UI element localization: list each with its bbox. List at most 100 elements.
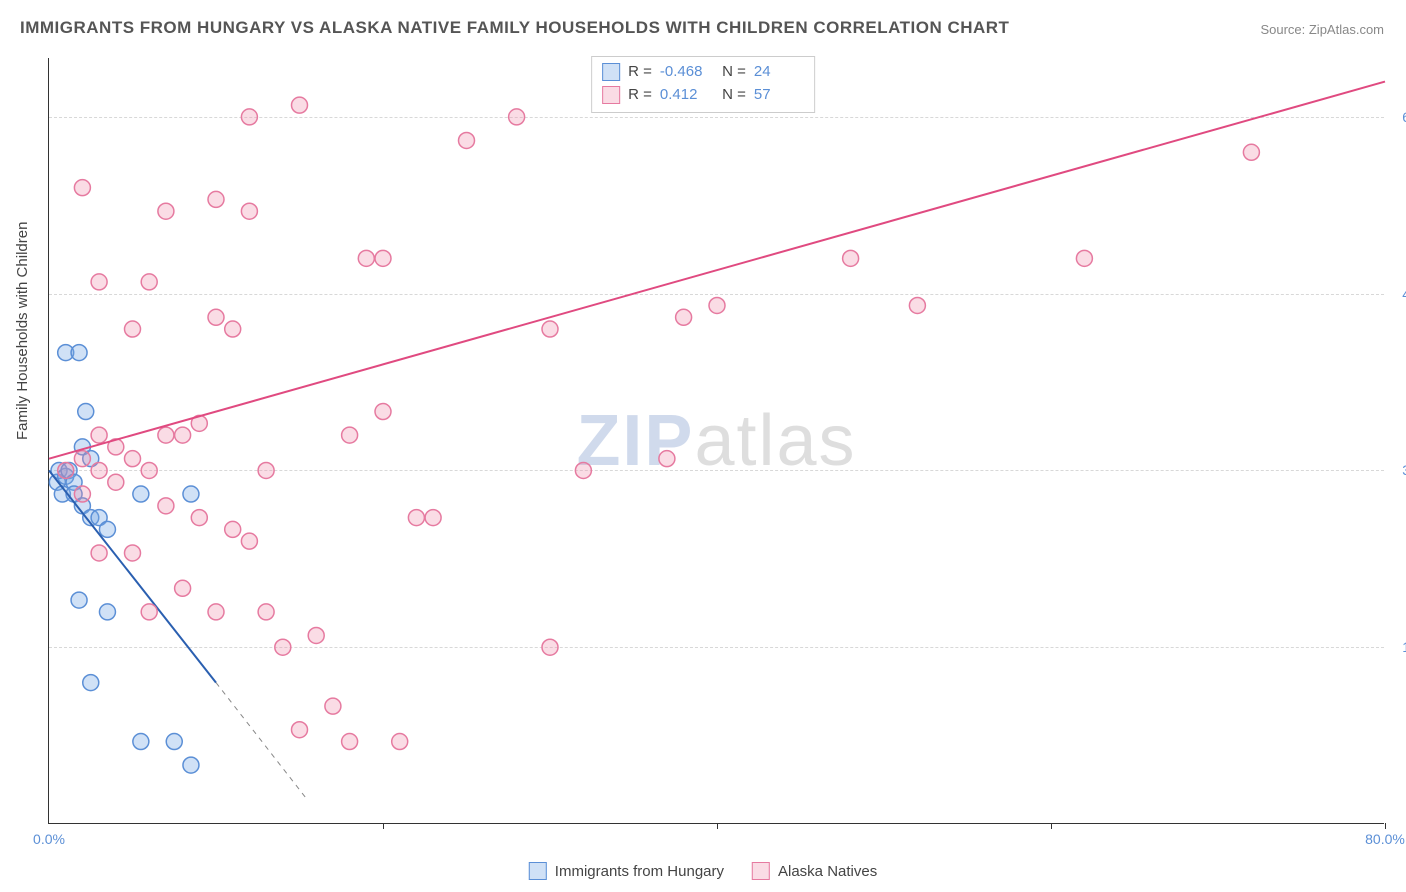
scatter-point (91, 545, 107, 561)
scatter-point (91, 274, 107, 290)
stat-n-label: N = (718, 61, 746, 84)
scatter-point (74, 451, 90, 467)
scatter-point (99, 604, 115, 620)
scatter-point (709, 297, 725, 313)
scatter-point (843, 250, 859, 266)
scatter-point (542, 321, 558, 337)
scatter-point (141, 462, 157, 478)
x-tick (1051, 823, 1052, 829)
scatter-point (292, 97, 308, 113)
x-tick-label: 80.0% (1365, 831, 1405, 847)
x-tick-label: 0.0% (33, 831, 65, 847)
legend-bottom: Immigrants from Hungary Alaska Natives (529, 862, 877, 880)
legend-swatch (752, 862, 770, 880)
scatter-point (208, 309, 224, 325)
scatter-point (258, 462, 274, 478)
scatter-point (676, 309, 692, 325)
scatter-point (83, 675, 99, 691)
stat-n-label: N = (718, 84, 746, 107)
plot-area: ZIPatlas 15.0%30.0%45.0%60.0%0.0%80.0% (48, 58, 1384, 824)
legend-bottom-item: Immigrants from Hungary (529, 862, 724, 880)
scatter-point (425, 510, 441, 526)
scatter-point (158, 498, 174, 514)
scatter-point (375, 250, 391, 266)
scatter-point (74, 486, 90, 502)
scatter-point (141, 604, 157, 620)
y-tick-label: 60.0% (1402, 109, 1406, 125)
scatter-point (78, 404, 94, 420)
scatter-point (459, 132, 475, 148)
stat-r-value: -0.468 (660, 61, 710, 84)
legend-swatch (602, 63, 620, 81)
scatter-point (1243, 144, 1259, 160)
scatter-point (342, 734, 358, 750)
stat-r-label: R = (628, 61, 652, 84)
scatter-point (71, 592, 87, 608)
legend-stat-row: R = -0.468 N = 24 (602, 61, 804, 84)
scatter-point (241, 533, 257, 549)
scatter-point (99, 521, 115, 537)
stat-r-label: R = (628, 84, 652, 107)
chart-svg (49, 58, 1384, 823)
trend-line-dashed (216, 683, 308, 801)
legend-label: Immigrants from Hungary (555, 863, 724, 880)
scatter-point (91, 427, 107, 443)
chart-title: IMMIGRANTS FROM HUNGARY VS ALASKA NATIVE… (20, 18, 1009, 38)
y-tick-label: 45.0% (1402, 286, 1406, 302)
stat-n-value: 24 (754, 61, 804, 84)
scatter-point (183, 486, 199, 502)
scatter-point (71, 345, 87, 361)
scatter-point (108, 474, 124, 490)
scatter-point (659, 451, 675, 467)
scatter-point (275, 639, 291, 655)
scatter-point (158, 203, 174, 219)
scatter-point (183, 757, 199, 773)
scatter-point (575, 462, 591, 478)
x-tick (1385, 823, 1386, 829)
scatter-point (241, 109, 257, 125)
source-label: Source: ZipAtlas.com (1260, 22, 1384, 37)
scatter-point (158, 427, 174, 443)
y-tick-label: 30.0% (1402, 462, 1406, 478)
trend-line (49, 82, 1385, 459)
scatter-point (258, 604, 274, 620)
scatter-point (125, 451, 141, 467)
stat-n-value: 57 (754, 84, 804, 107)
stat-r-value: 0.412 (660, 84, 710, 107)
scatter-point (509, 109, 525, 125)
y-tick-label: 15.0% (1402, 639, 1406, 655)
legend-swatch (602, 86, 620, 104)
scatter-point (166, 734, 182, 750)
scatter-point (208, 604, 224, 620)
scatter-point (375, 404, 391, 420)
scatter-point (358, 250, 374, 266)
scatter-point (74, 180, 90, 196)
scatter-point (175, 427, 191, 443)
legend-swatch (529, 862, 547, 880)
x-tick (383, 823, 384, 829)
scatter-point (125, 545, 141, 561)
scatter-point (58, 462, 74, 478)
y-axis-label: Family Households with Children (14, 222, 31, 440)
scatter-point (91, 462, 107, 478)
scatter-point (542, 639, 558, 655)
scatter-point (308, 627, 324, 643)
scatter-point (175, 580, 191, 596)
scatter-point (292, 722, 308, 738)
scatter-point (241, 203, 257, 219)
scatter-point (208, 191, 224, 207)
legend-stat-row: R = 0.412 N = 57 (602, 84, 804, 107)
scatter-point (408, 510, 424, 526)
x-tick (717, 823, 718, 829)
legend-label: Alaska Natives (778, 863, 877, 880)
scatter-point (909, 297, 925, 313)
scatter-point (191, 510, 207, 526)
scatter-point (133, 734, 149, 750)
scatter-point (225, 521, 241, 537)
scatter-point (342, 427, 358, 443)
scatter-point (125, 321, 141, 337)
scatter-point (1076, 250, 1092, 266)
scatter-point (225, 321, 241, 337)
scatter-point (133, 486, 149, 502)
legend-bottom-item: Alaska Natives (752, 862, 877, 880)
